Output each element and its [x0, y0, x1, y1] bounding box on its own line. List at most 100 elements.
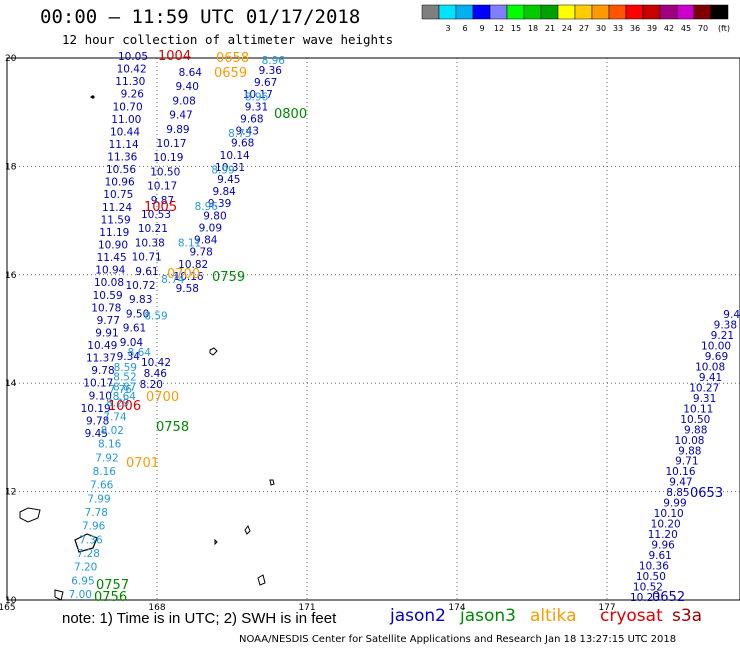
wave-height-value: 9.47 [169, 110, 192, 122]
wave-height-value: 8.20 [140, 379, 163, 391]
wave-height-value: 9.34 [117, 351, 141, 363]
wave-height-value: 8.46 [144, 368, 168, 380]
wave-height-value: 9.78 [91, 365, 114, 377]
lat-tick-label: 16 [5, 271, 17, 281]
wave-height-value: 9.31 [693, 393, 716, 405]
colorbar-swatch [421, 4, 440, 20]
wave-height-value: 11.36 [107, 152, 137, 164]
legend-altika: altika [530, 606, 577, 626]
colorbar-tick-label: 3 [445, 24, 450, 33]
wave-height-value: 10.44 [110, 126, 140, 138]
colorbar-tick-label: 45 [681, 24, 691, 33]
wave-height-value: 10.82 [178, 259, 208, 271]
colorbar-tick-label: 12 [494, 24, 504, 33]
wave-height-value: 10.17 [147, 181, 177, 193]
colorbar-tick-label: 24 [562, 24, 572, 33]
wave-height-value: 9.38 [714, 319, 737, 331]
wave-height-value: 9.84 [194, 235, 218, 247]
wave-height-value: 9.4 [723, 309, 740, 321]
satellite-legend: jason2 jason3 altika cryosat s3a [0, 606, 740, 628]
colorbar-swatch [693, 4, 712, 20]
wave-height-value: 8.85 [666, 487, 689, 499]
wave-height-value: 8.29 [106, 398, 129, 410]
island-shape [74, 533, 98, 553]
wave-height-value: 9.09 [199, 222, 222, 234]
wave-height-value: 10.70 [113, 101, 143, 113]
wave-height-value: 10.23 [630, 592, 660, 604]
wave-height-value: 9.69 [705, 351, 728, 363]
colorbar-swatch [438, 4, 457, 20]
colorbar-tick-label: 39 [647, 24, 657, 33]
colorbar-tick-label: 33 [613, 24, 623, 33]
wave-height-value: 8.96 [262, 55, 286, 67]
wave-height-value: 9.68 [240, 113, 263, 125]
chart-title: 00:00 – 11:59 UTC 01/17/2018 [40, 6, 361, 28]
wave-height-value: 9.89 [166, 124, 189, 136]
wave-height-value: 10.19 [81, 403, 111, 415]
colorbar-tick-label: 21 [545, 24, 555, 33]
wave-height-value: 10.16 [174, 271, 204, 283]
wave-height-value: 10.59 [93, 290, 123, 302]
wave-height-value: 8.16 [98, 439, 122, 451]
pass-time-label: 0652 [652, 590, 685, 605]
colorbar-tick-label: 36 [630, 24, 640, 33]
wave-height-value: 10.42 [117, 64, 147, 76]
wave-height-value: 10.50 [680, 414, 710, 426]
island-shape [209, 347, 218, 356]
colorbar-tick-label: 15 [511, 24, 521, 33]
wave-height-value: 11.14 [109, 139, 139, 151]
wave-height-value: 7.76 [109, 384, 133, 396]
wave-height-value: 10.53 [141, 209, 171, 221]
wave-height-value: 9.88 [678, 445, 701, 457]
pass-time-label: 0756 [94, 590, 127, 605]
wave-height-value: 9.83 [129, 294, 152, 306]
lon-tick-label: 171 [298, 603, 315, 613]
wave-height-value: 11.20 [648, 529, 678, 541]
colorbar-swatch [625, 4, 644, 20]
island-shape [54, 589, 64, 601]
wave-height-value: 10.90 [98, 240, 128, 252]
lat-tick-label: 18 [5, 162, 17, 172]
pass-time-label: 0757 [96, 578, 129, 593]
lat-tick-label: 10 [5, 596, 17, 606]
wave-height-value: 9.41 [699, 372, 722, 384]
wave-height-value: 8.73 [228, 128, 251, 140]
wave-height-value: 9.91 [95, 327, 118, 339]
wave-height-value: 9.04 [120, 337, 144, 349]
wave-height-value: 10.17 [243, 89, 273, 101]
pass-time-label: 0701 [126, 456, 159, 471]
wave-height-value: 7.92 [95, 452, 118, 464]
wave-height-value: 7.99 [87, 493, 110, 505]
pass-time-label: 0659 [214, 66, 247, 81]
island-shape [90, 95, 95, 99]
wave-height-value: 10.78 [91, 302, 121, 314]
wave-height-value: 10.50 [636, 571, 666, 583]
pass-time-label: 0759 [212, 270, 245, 285]
wave-height-value: 10.11 [683, 403, 713, 415]
wave-height-value: 8.96 [195, 201, 219, 213]
wave-height-value: 7.74 [103, 411, 127, 423]
wave-height-value: 11.45 [97, 252, 127, 264]
wave-height-value: 10.38 [135, 237, 165, 249]
wave-height-value: 8.11 [178, 238, 201, 250]
lat-lon-grid [6, 57, 740, 601]
wave-height-value: 10.20 [651, 519, 681, 531]
wave-height-value: 10.10 [654, 508, 684, 520]
colorbar-swatch [574, 4, 593, 20]
wave-height-value: 8.02 [101, 425, 124, 437]
wave-height-value: 7.96 [82, 521, 106, 533]
wave-height-value: 9.26 [121, 89, 145, 101]
wave-height-value: 8.64 [128, 347, 152, 359]
wave-height-value: 9.45 [217, 174, 240, 186]
legend-s3a: s3a [672, 606, 703, 626]
wave-height-value: 10.56 [106, 164, 136, 176]
wave-height-value: 9.78 [189, 247, 212, 259]
wave-height-value: 10.21 [138, 223, 168, 235]
pass-time-label: 0700 [167, 267, 200, 282]
wave-height-value: 8.74 [161, 274, 185, 286]
colorbar-swatch [489, 4, 508, 20]
colorbar-swatch [676, 4, 695, 20]
wave-height-colorbar: 3 6 9 12 15 18 21 24 27 30 33 36 39 42 45 70 (ft) [421, 4, 730, 33]
map-frame [6, 57, 740, 601]
wave-height-value: 10.42 [141, 357, 171, 369]
